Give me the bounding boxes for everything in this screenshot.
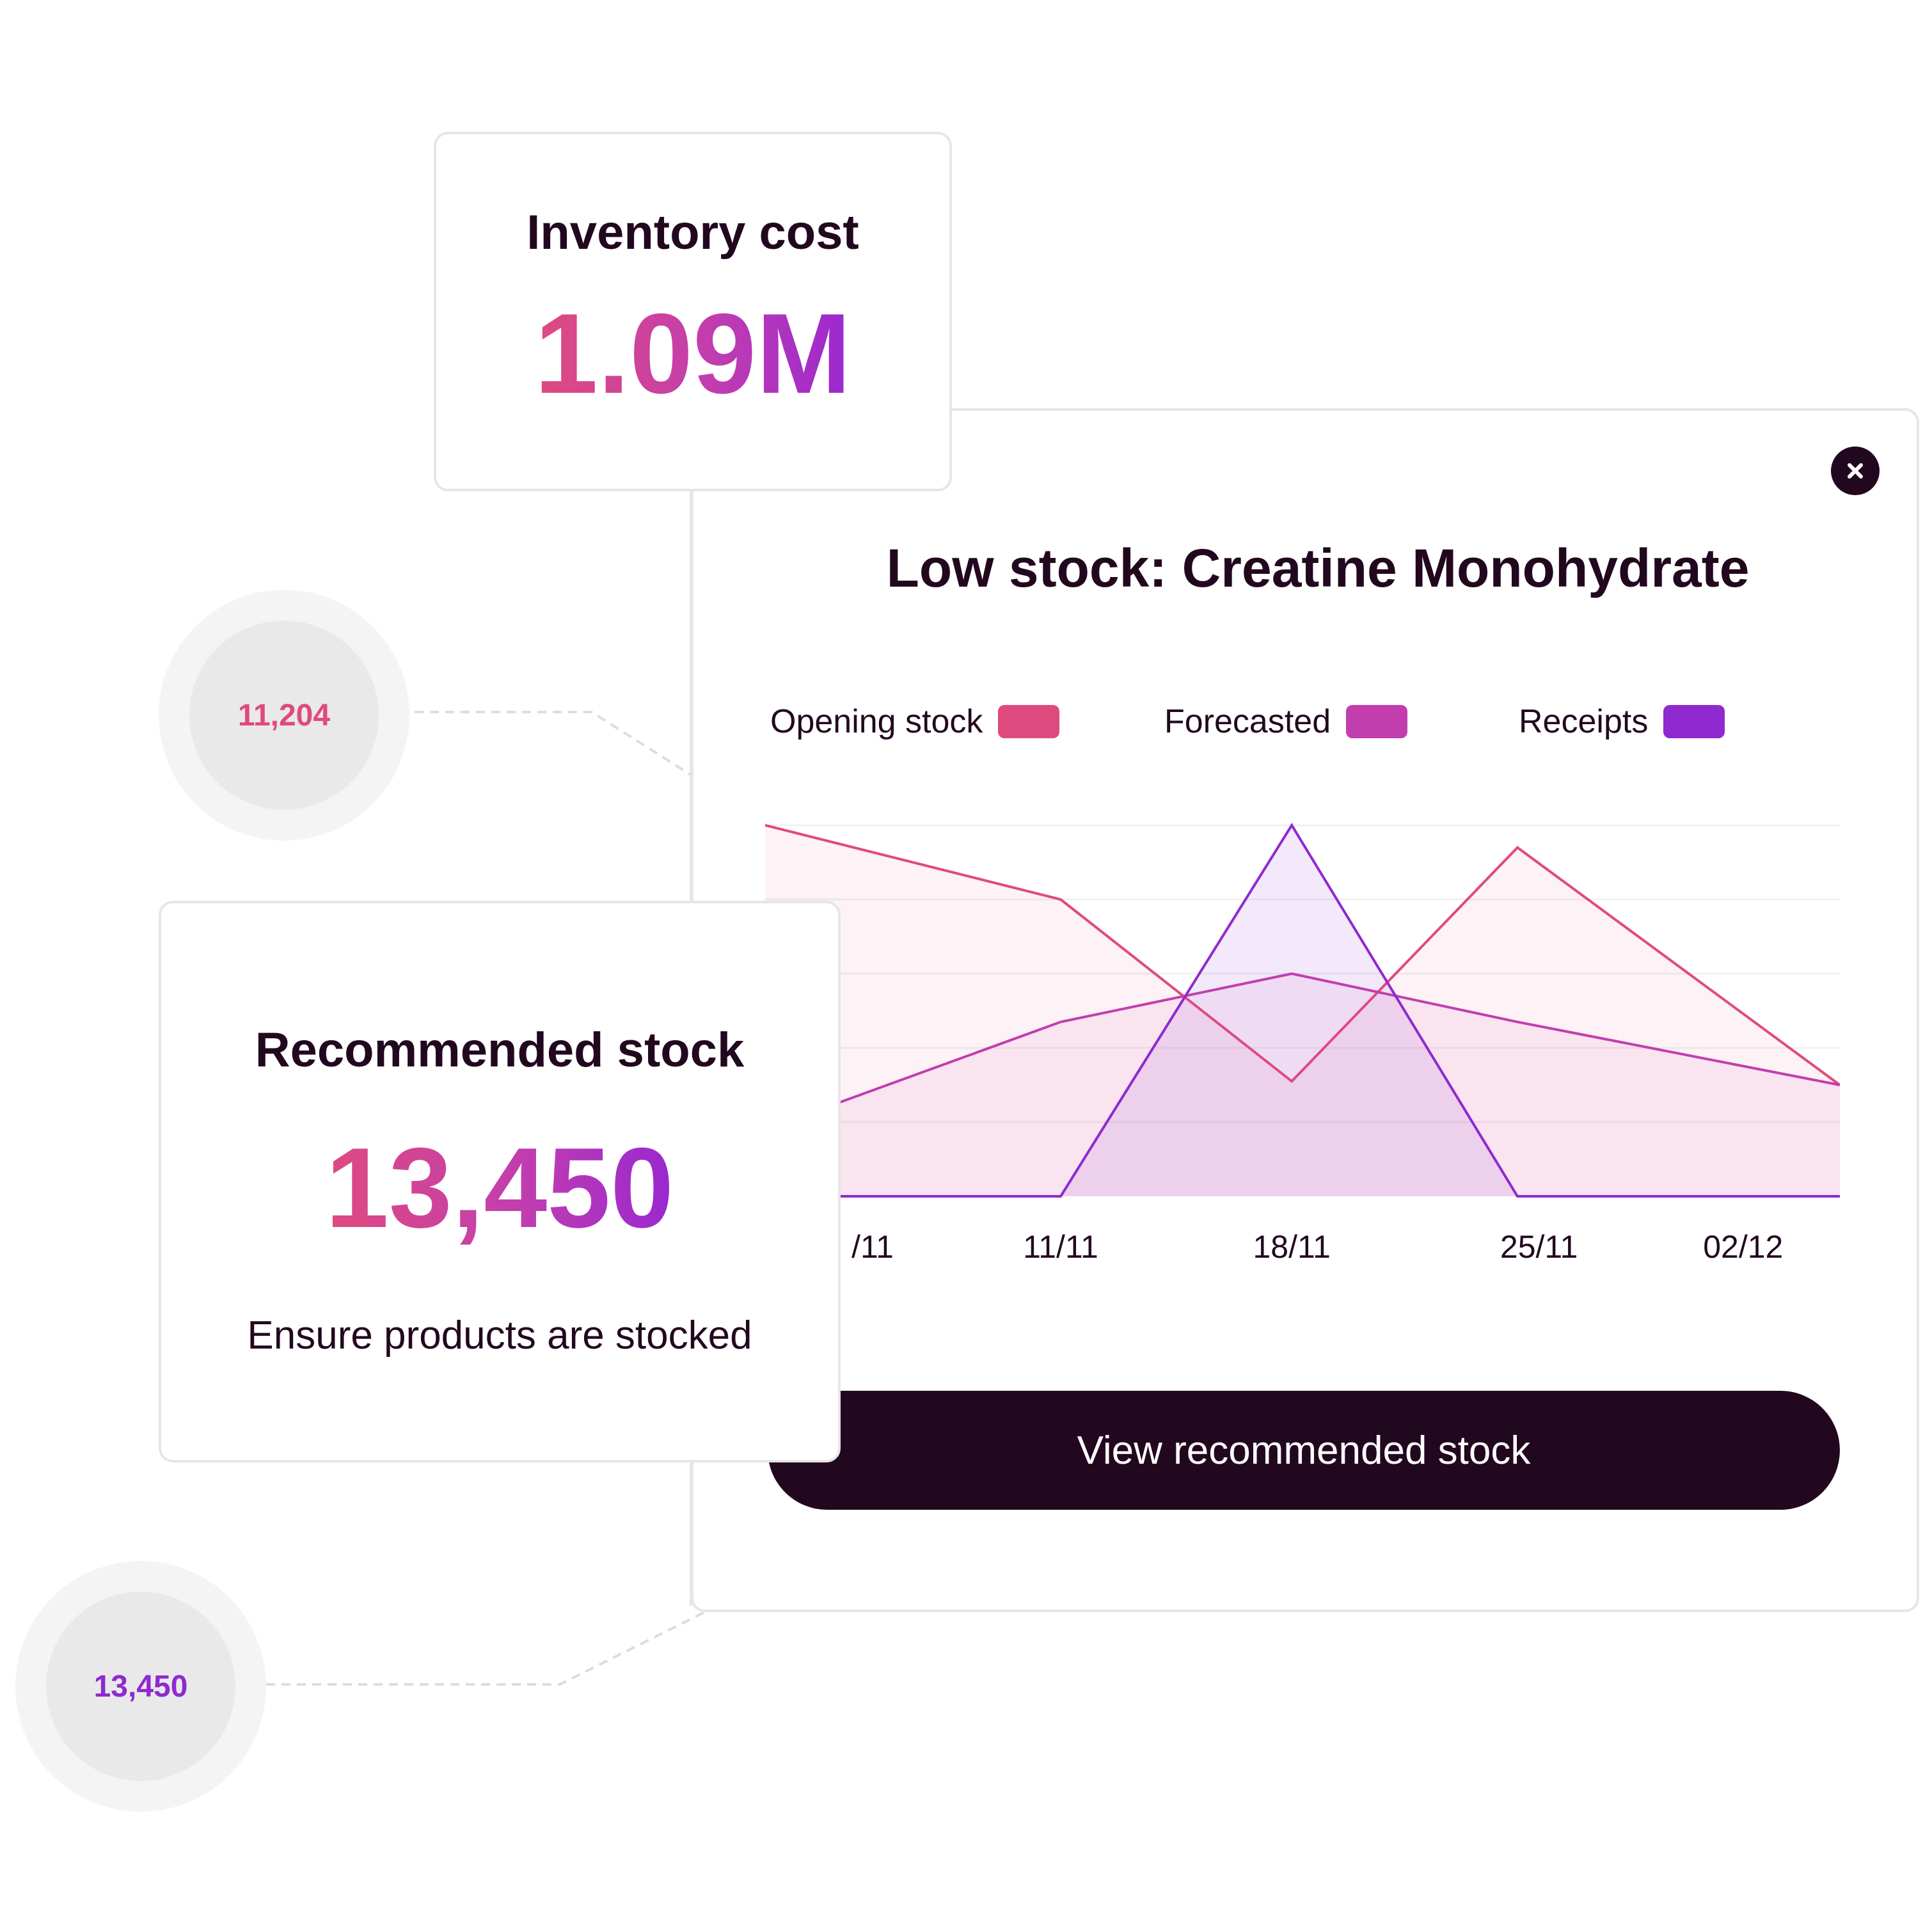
close-button[interactable] [1831,447,1880,495]
legend-item-forecasted: Forecasted [1164,702,1408,741]
recommended-stock-title: Recommended stock [255,1023,745,1077]
value-bubble: 13,450 [15,1561,266,1812]
stock-chart [765,823,1840,1198]
recommended-stock-subtitle: Ensure products are stocked [247,1313,752,1358]
value-bubble: 11,204 [159,590,409,841]
x-tick-label: 02/12 [1703,1229,1784,1265]
legend-label: Forecasted [1164,703,1331,740]
x-tick-label: /11 [851,1229,894,1265]
series-line-receipts [765,823,1840,1198]
inventory-cost-title: Inventory cost [527,205,859,260]
close-icon [1848,463,1863,479]
series-area-forecasted [765,974,1840,1196]
value-bubble-label: 13,450 [46,1592,235,1781]
legend-item-opening-stock: Opening stock [770,702,1060,741]
series-line-forecasted [765,972,1840,1131]
x-tick-label: 11/11 [1023,1229,1098,1265]
x-tick-label: 25/11 [1500,1229,1578,1265]
legend-swatch [1663,705,1725,738]
inventory-cost-card: Inventory cost 1.09M [434,132,952,491]
view-recommended-stock-button[interactable]: View recommended stock [768,1391,1840,1510]
legend-label: Opening stock [770,703,983,740]
recommended-stock-card: Recommended stock 13,450 Ensure products… [159,901,841,1462]
inventory-cost-value: 1.09M [534,290,851,417]
low-stock-title: Low stock: Creatine Monohydrate [886,538,1750,598]
legend-item-receipts: Receipts [1519,702,1725,741]
recommended-stock-value: 13,450 [325,1124,674,1251]
legend-swatch [998,705,1060,738]
series-area-receipts [765,825,1840,1196]
legend-label: Receipts [1519,703,1649,740]
x-tick-label: 18/11 [1253,1229,1331,1265]
series-area-opening-stock [765,825,1840,1196]
value-bubble-label: 11,204 [189,621,379,810]
legend-swatch [1346,705,1408,738]
series-line-opening-stock [765,824,1840,1086]
